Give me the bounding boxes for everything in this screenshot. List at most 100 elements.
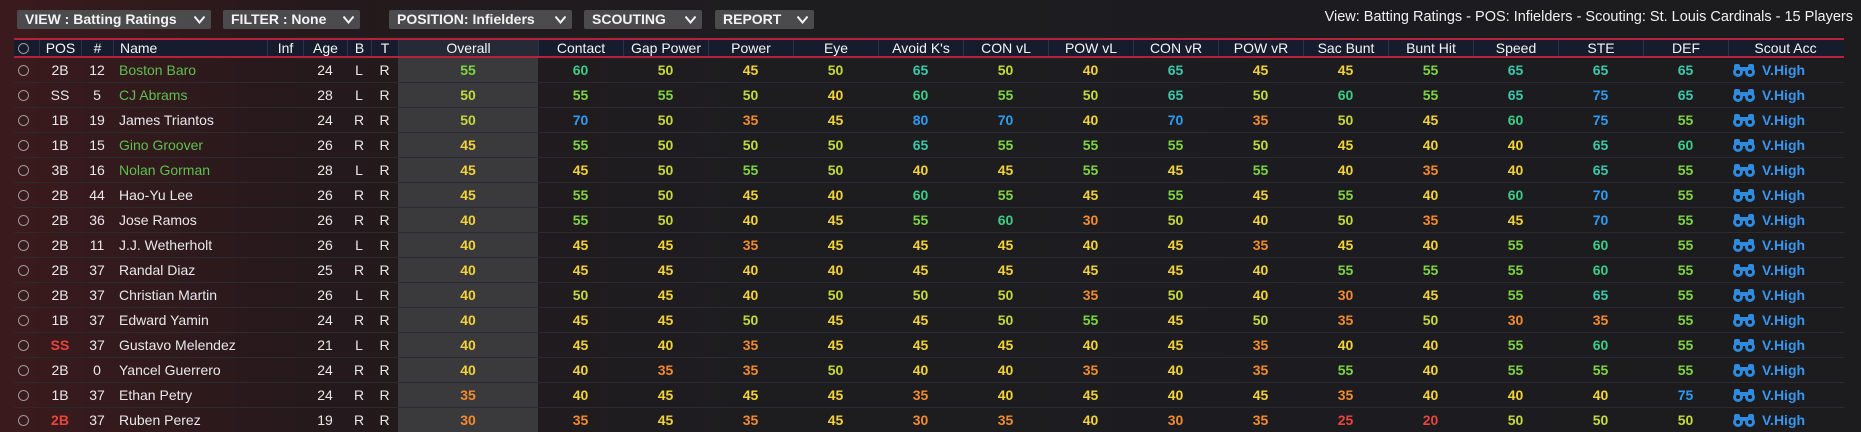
player-name[interactable]: Ruben Perez (119, 412, 201, 428)
row-radio[interactable] (18, 140, 29, 151)
player-name[interactable]: Edward Yamin (119, 312, 209, 328)
player-row[interactable]: 1B 19 James Triantos 24 R R 50 70 50 35 45 80 70 40 70… (14, 108, 1844, 133)
column-header[interactable]: POS (39, 40, 81, 56)
player-row[interactable]: 2B 37 Christian Martin 26 L R 40 50 45 40 50 50 50 35… (14, 283, 1844, 308)
column-header[interactable]: Inf (267, 40, 303, 56)
rating: 40 (1507, 387, 1524, 403)
rating: 40 (1252, 262, 1269, 278)
player-name[interactable]: CJ Abrams (119, 87, 188, 103)
rating: 45 (1082, 262, 1099, 278)
row-radio[interactable] (18, 115, 29, 126)
player-name[interactable]: Yancel Guerrero (119, 362, 221, 378)
player-name[interactable]: Christian Martin (119, 287, 218, 303)
dropdown-arrow (343, 15, 354, 24)
rating: 45 (1082, 187, 1099, 203)
player-row[interactable]: 2B 37 Randal Diaz 25 R R 40 45 45 40 40 45 45 45 45 40 5… (14, 258, 1844, 283)
rating: 45 (572, 337, 589, 353)
player-row[interactable]: 2B 37 Ruben Perez 19 R R 30 35 45 35 45 30 35 40 30 35 2… (14, 408, 1844, 432)
column-header[interactable]: DEF (1643, 40, 1728, 56)
dropdown-button[interactable]: FILTER : None (223, 10, 360, 29)
player-row[interactable]: 2B 36 Jose Ramos 26 R R 40 55 50 40 45 55 60 30 50 40 50… (14, 208, 1844, 233)
rating: 50 (742, 312, 759, 328)
column-header[interactable]: Scout Acc (1728, 40, 1842, 56)
cell-bats: R (353, 412, 365, 428)
player-row[interactable]: 2B 44 Hao-Yu Lee 26 R R 45 55 50 45 40 60 55 45 55 45 55… (14, 183, 1844, 208)
rating: 50 (1167, 287, 1184, 303)
cell-age: 21 (317, 337, 333, 353)
rating: 35 (742, 362, 759, 378)
row-radio[interactable] (18, 90, 29, 101)
player-name[interactable]: Ethan Petry (119, 387, 193, 403)
dropdown-button[interactable]: SCOUTING (584, 10, 702, 29)
select-all-radio[interactable] (18, 43, 29, 54)
row-radio[interactable] (18, 365, 29, 376)
rating: 40 (572, 362, 589, 378)
player-row[interactable]: 2B 0 Yancel Guerrero 24 R R 40 40 35 35 50 40 40 35 40… (14, 358, 1844, 383)
rating: 55 (1677, 162, 1694, 178)
column-header[interactable]: T (371, 40, 398, 56)
column-header[interactable]: Sac Bunt (1303, 40, 1388, 56)
column-header[interactable]: POW vR (1218, 40, 1303, 56)
row-radio[interactable] (18, 165, 29, 176)
column-header[interactable]: POW vL (1048, 40, 1133, 56)
column-header[interactable]: Gap Power (623, 40, 708, 56)
player-row[interactable]: 3B 16 Nolan Gorman 28 L R 45 45 50 55 50 40 45 55 45 55… (14, 158, 1844, 183)
player-name[interactable]: Hao-Yu Lee (119, 187, 193, 203)
overall-rating: 40 (398, 283, 538, 307)
row-radio[interactable] (18, 290, 29, 301)
cell-age: 24 (317, 62, 333, 78)
rating: 70 (1592, 187, 1609, 203)
rating: 50 (657, 62, 674, 78)
player-name[interactable]: Gino Groover (119, 137, 204, 153)
column-header[interactable]: Avoid K's (878, 40, 963, 56)
column-header[interactable]: STE (1558, 40, 1643, 56)
column-header[interactable]: B (347, 40, 371, 56)
player-row[interactable]: SS 5 CJ Abrams 28 L R 50 55 55 50 40 60 55 50 65 50 60 55… (14, 83, 1844, 108)
player-row[interactable]: 2B 12 Boston Baro 24 L R 55 60 50 45 50 65 50 40 65 45 4… (14, 58, 1844, 83)
column-header[interactable]: Eye (793, 40, 878, 56)
player-row[interactable]: 2B 11 J.J. Wetherholt 26 L R 40 45 45 35 45 45 45 40 4… (14, 233, 1844, 258)
player-row[interactable]: SS 37 Gustavo Melendez 21 L R 40 45 40 35 45 45 45 40… (14, 333, 1844, 358)
rating: 45 (1422, 287, 1439, 303)
row-radio[interactable] (18, 265, 29, 276)
row-radio[interactable] (18, 215, 29, 226)
column-header[interactable]: # (81, 40, 113, 56)
row-radio[interactable] (18, 65, 29, 76)
player-row[interactable]: 1B 37 Edward Yamin 24 R R 40 45 45 50 45 45 50 55 45 50… (14, 308, 1844, 333)
rating: 45 (1167, 312, 1184, 328)
row-radio[interactable] (18, 390, 29, 401)
row-radio[interactable] (18, 190, 29, 201)
player-name[interactable]: Nolan Gorman (119, 162, 211, 178)
player-row[interactable]: 1B 37 Ethan Petry 24 R R 35 40 45 45 45 35 40 45 40 45 3… (14, 383, 1844, 408)
player-name[interactable]: James Triantos (119, 112, 214, 128)
column-header[interactable]: Power (708, 40, 793, 56)
row-radio[interactable] (18, 240, 29, 251)
dropdown-button[interactable]: REPORT (715, 10, 814, 29)
column-header[interactable]: Speed (1473, 40, 1558, 56)
dropdown-button[interactable]: VIEW : Batting Ratings (17, 10, 211, 29)
rating: 45 (827, 412, 844, 428)
row-radio[interactable] (18, 415, 29, 426)
column-header[interactable]: CON vL (963, 40, 1048, 56)
player-name[interactable]: Gustavo Melendez (119, 337, 236, 353)
dropdown-button[interactable]: POSITION: Infielders (389, 10, 572, 29)
column-header[interactable]: Age (303, 40, 347, 56)
column-header[interactable]: Name (113, 40, 267, 56)
column-header[interactable]: Contact (538, 40, 623, 56)
rating: 55 (1082, 162, 1099, 178)
rating: 40 (742, 262, 759, 278)
column-header[interactable]: CON vR (1133, 40, 1218, 56)
column-header[interactable]: Overall (398, 40, 538, 56)
player-name[interactable]: Jose Ramos (119, 212, 197, 228)
binoculars-icon (1733, 364, 1755, 377)
row-radio[interactable] (18, 315, 29, 326)
rating: 50 (827, 162, 844, 178)
player-name[interactable]: J.J. Wetherholt (119, 237, 213, 253)
row-radio[interactable] (18, 340, 29, 351)
player-row[interactable]: 1B 15 Gino Groover 26 R R 45 55 50 50 50 65 55 55 55 50… (14, 133, 1844, 158)
column-header[interactable]: Bunt Hit (1388, 40, 1473, 56)
rating: 40 (1422, 237, 1439, 253)
player-name[interactable]: Randal Diaz (119, 262, 196, 278)
player-name[interactable]: Boston Baro (119, 62, 197, 78)
rating: 40 (1337, 337, 1354, 353)
